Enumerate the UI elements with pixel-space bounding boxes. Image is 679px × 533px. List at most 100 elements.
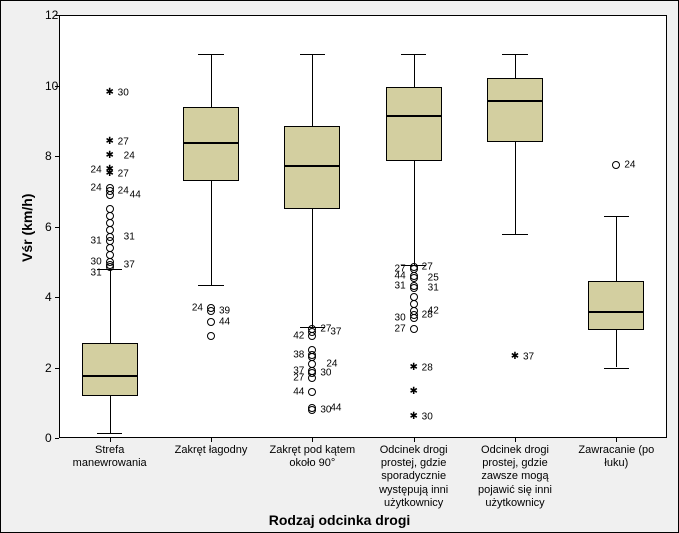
whisker-upper <box>616 216 617 281</box>
outlier-label: 30 <box>118 87 129 98</box>
y-tick-mark <box>55 227 59 228</box>
outlier-extreme: ✱ <box>409 363 417 373</box>
whisker-lower <box>414 161 415 265</box>
x-category-label: Zawracanie (połuku) <box>569 444 664 470</box>
x-tick-mark <box>110 438 111 442</box>
outlier-extreme: ✱ <box>511 352 519 362</box>
outlier-extreme: ✱ <box>105 169 113 179</box>
x-category-label: Odcinek drogiprostej, gdziezawsze mogąpo… <box>467 444 562 510</box>
whisker-cap <box>604 368 629 369</box>
median-line <box>82 375 138 377</box>
outlier-label: 27 <box>293 373 304 384</box>
whisker-upper <box>414 54 415 87</box>
outlier-label: 38 <box>293 350 304 361</box>
whisker-upper <box>110 269 111 343</box>
outlier-label: 24 <box>124 151 135 162</box>
outlier-label: 44 <box>130 189 141 200</box>
outlier-label: 28 <box>422 309 433 320</box>
outlier-label: 27 <box>118 136 129 147</box>
median-line <box>284 165 340 167</box>
y-tick-label: 0 <box>45 431 51 445</box>
x-tick-mark <box>211 438 212 442</box>
whisker-upper <box>312 54 313 126</box>
outlier <box>410 314 418 322</box>
x-category-label: Strefamanewrowania <box>62 444 157 470</box>
outlier <box>308 374 316 382</box>
y-tick-label: 12 <box>45 8 51 22</box>
y-tick-mark <box>55 438 59 439</box>
x-tick-mark <box>616 438 617 442</box>
outlier-label: 30 <box>320 367 331 378</box>
box <box>284 126 340 209</box>
outlier-label: 37 <box>124 260 135 271</box>
x-axis-label: Rodzaj odcinka drogi <box>1 512 678 528</box>
outlier-label: 44 <box>219 316 230 327</box>
whisker-lower <box>515 142 516 234</box>
whisker-cap <box>502 234 527 235</box>
median-line <box>386 115 442 117</box>
outlier-label: 37 <box>523 351 534 362</box>
outlier-label: 27 <box>422 262 433 273</box>
outlier <box>106 263 114 271</box>
whisker-lower <box>312 209 313 327</box>
y-axis-label: Vśr (km/h) <box>19 193 35 261</box>
x-category-label: Zakręt pod kątemokoło 90° <box>265 444 360 470</box>
whisker-cap <box>198 285 223 286</box>
outlier-extreme: ✱ <box>105 88 113 98</box>
y-tick-label: 10 <box>45 79 51 93</box>
outlier <box>308 388 316 396</box>
outlier-label: 39 <box>219 306 230 317</box>
outlier <box>612 161 620 169</box>
outlier-label: 24 <box>624 159 635 170</box>
outlier-label: 24 <box>118 186 129 197</box>
outlier-label: 24 <box>192 302 203 313</box>
outlier-label: 31 <box>124 232 135 243</box>
outlier-label: 25 <box>428 272 439 283</box>
outlier-label: 31 <box>395 281 406 292</box>
median-line <box>588 311 644 313</box>
outlier <box>410 263 418 271</box>
boxplot-chart: Vśr (km/h) Rodzaj odcinka drogi 0 24 6 8 10 1… <box>0 0 679 533</box>
outlier-label: 44 <box>395 270 406 281</box>
outlier-label: 44 <box>293 387 304 398</box>
whisker-cap <box>300 54 325 55</box>
x-tick-mark <box>515 438 516 442</box>
outlier-label: 30 <box>422 411 433 422</box>
y-tick-mark <box>55 86 59 87</box>
outlier <box>410 274 418 282</box>
y-tick-mark <box>55 368 59 369</box>
outlier <box>207 318 215 326</box>
x-category-label: Odcinek drogiprostej, gdziesporadyczniew… <box>366 444 461 510</box>
y-tick-mark <box>55 15 59 16</box>
outlier <box>207 332 215 340</box>
median-line <box>183 142 239 144</box>
outlier-extreme: ✱ <box>409 387 417 397</box>
box <box>588 281 644 330</box>
outlier <box>410 284 418 292</box>
outlier-label: 28 <box>422 362 433 373</box>
y-tick-mark <box>55 297 59 298</box>
outlier <box>106 191 114 199</box>
outlier-label: 44 <box>330 403 341 414</box>
outlier-extreme: ✱ <box>409 412 417 422</box>
outlier-label: 42 <box>293 330 304 341</box>
y-tick-label: 6 <box>45 220 51 234</box>
y-tick-label: 8 <box>45 149 51 163</box>
box <box>487 78 543 141</box>
outlier-label: 31 <box>428 283 439 294</box>
box <box>82 343 138 396</box>
x-tick-mark <box>414 438 415 442</box>
y-tick-mark <box>55 156 59 157</box>
outlier-label: 27 <box>395 323 406 334</box>
plot-area <box>59 15 667 438</box>
whisker-lower <box>110 396 111 433</box>
whisker-cap <box>604 216 629 217</box>
outlier <box>308 404 316 412</box>
box <box>386 87 442 161</box>
whisker-cap <box>502 54 527 55</box>
x-category-label: Zakręt łagodny <box>163 444 258 457</box>
outlier-label: 24 <box>91 182 102 193</box>
outlier-label: 27 <box>118 168 129 179</box>
outlier-label: 31 <box>91 235 102 246</box>
whisker-upper <box>515 54 516 79</box>
